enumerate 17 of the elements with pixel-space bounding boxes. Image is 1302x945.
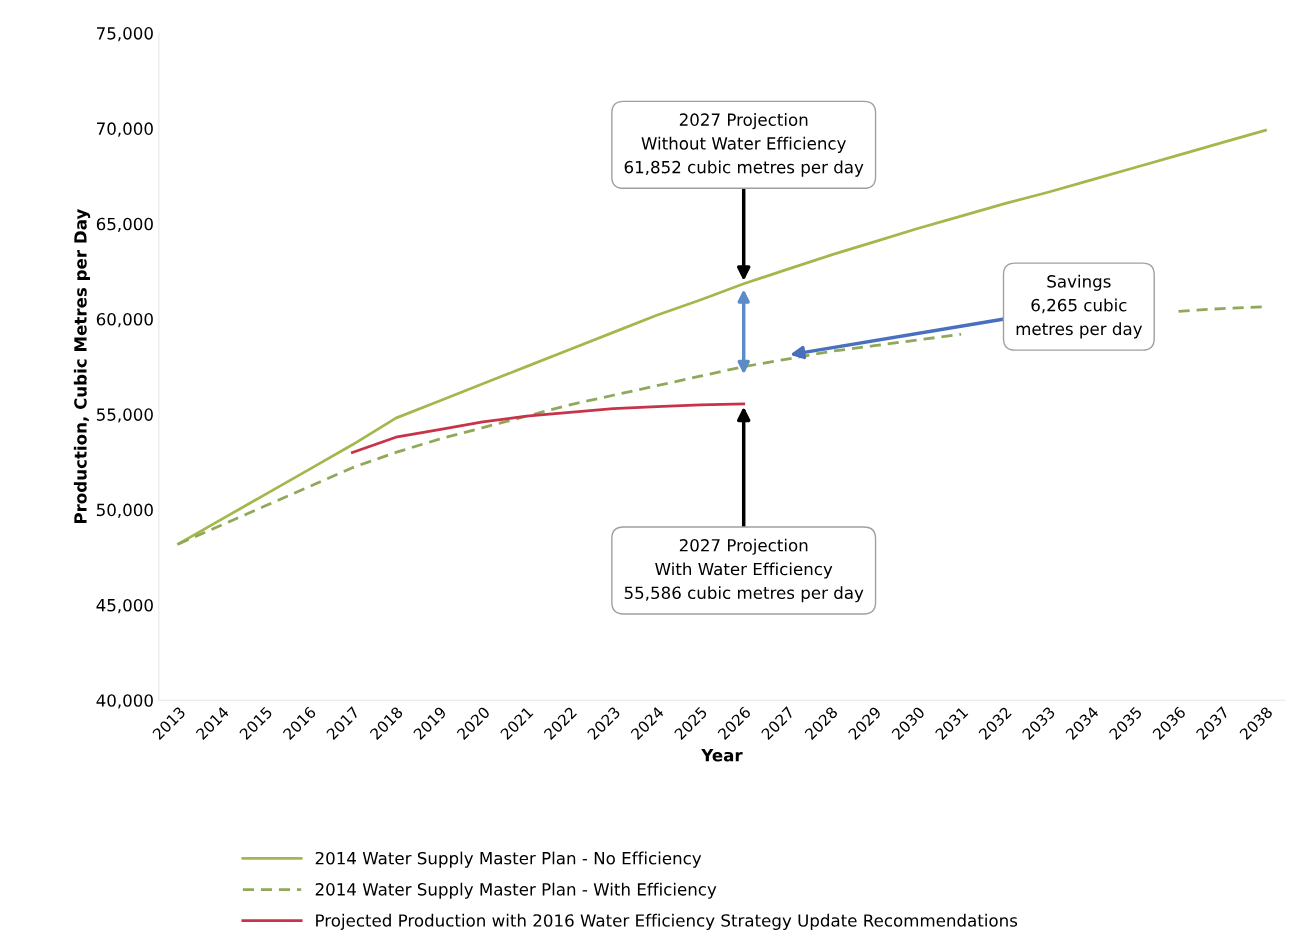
y-tick-label: 40,000 bbox=[96, 694, 153, 709]
y-tick-label: 65,000 bbox=[96, 217, 153, 232]
legend-label: 2014 Water Supply Master Plan - No Efficiency bbox=[315, 851, 702, 868]
y-tick-label: 60,000 bbox=[96, 312, 153, 328]
legend-label: 2014 Water Supply Master Plan - With Efficiency bbox=[315, 882, 717, 899]
y-tick-label: 50,000 bbox=[96, 503, 153, 518]
legend-label: Projected Production with 2016 Water Efficiency Strategy Update Recommendations bbox=[316, 913, 1018, 930]
y-tick-label: 55,000 bbox=[96, 408, 153, 423]
annotation: 2027 Projection Without Water Efficiency 61,852 cubic metres per day bbox=[624, 113, 864, 177]
y-tick-label: 75,000 bbox=[97, 27, 153, 42]
annotation: 2027 Projection With Water Efficiency 55,586 cubic metres per day bbox=[624, 538, 864, 603]
line-series bbox=[350, 402, 746, 454]
y-tick-label: 45,000 bbox=[96, 598, 153, 614]
y-tick-label: 70,000 bbox=[97, 122, 153, 137]
y-axis-title: Production, Cubic Metres per Day bbox=[73, 209, 91, 524]
x-axis-title: Year bbox=[701, 749, 743, 762]
annotation: Savings 6,265 cubic metres per day bbox=[1016, 274, 1143, 339]
